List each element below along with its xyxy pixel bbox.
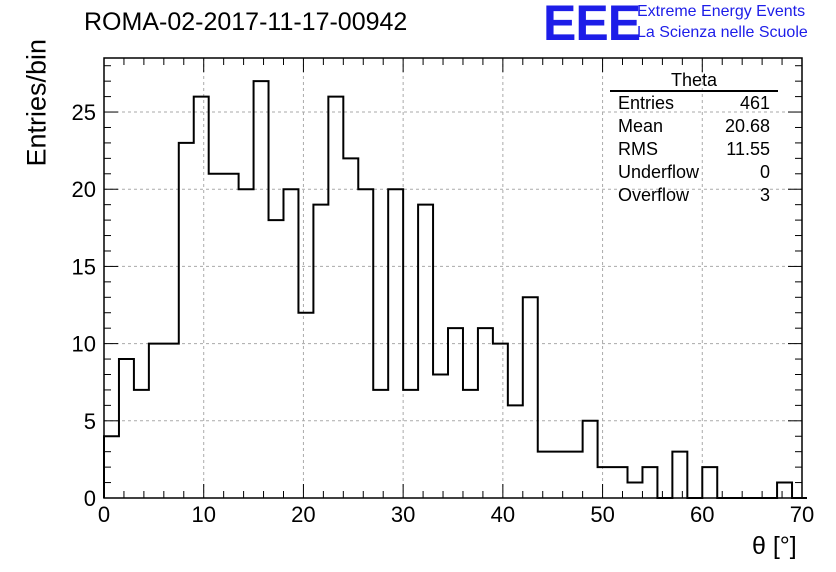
histogram-bin	[613, 467, 628, 498]
stats-label: Mean	[618, 116, 664, 136]
eee-logo: EEE	[543, 0, 641, 51]
histogram-bin	[642, 467, 657, 498]
y-tick-label: 0	[84, 486, 96, 511]
histogram-bin	[104, 436, 119, 498]
chart-title: ROMA-02-2017-11-17-00942	[84, 8, 408, 36]
histogram-bin	[313, 205, 328, 498]
stats-label: Underflow	[618, 162, 700, 182]
y-tick-label: 15	[72, 254, 96, 279]
histogram-bin	[283, 189, 298, 498]
histogram-bin	[523, 297, 538, 498]
histogram-bin	[328, 97, 343, 498]
histogram-bin	[179, 143, 194, 498]
stats-row-underflow: Underflow 0	[610, 161, 778, 184]
histogram-bin	[628, 483, 643, 498]
histogram-bin	[164, 344, 179, 498]
y-tick-label: 5	[84, 409, 96, 434]
stats-label: Entries	[618, 93, 675, 113]
histogram-bin	[358, 189, 373, 498]
stats-value: 0	[759, 162, 770, 182]
stats-divider	[610, 90, 778, 92]
stats-row-rms: RMS 11.55	[610, 138, 778, 161]
histogram-bin	[418, 205, 433, 498]
histogram-bin	[448, 328, 463, 498]
stats-label: Overflow	[618, 185, 690, 205]
histogram-bin	[553, 452, 568, 498]
x-tick-label: 0	[98, 502, 110, 527]
x-axis-label: θ [°]	[752, 532, 797, 560]
histogram-bin	[493, 344, 508, 498]
y-tick-label: 10	[72, 332, 96, 357]
histogram-bin	[134, 390, 149, 498]
x-tick-label: 20	[291, 502, 315, 527]
histogram-bin	[538, 452, 553, 498]
histogram-bin	[373, 390, 388, 498]
histogram-bin	[568, 452, 583, 498]
stats-title: Theta	[670, 70, 718, 90]
histogram-bin	[478, 328, 493, 498]
histogram-bin	[463, 390, 478, 498]
histogram-bin	[119, 359, 134, 498]
histogram-bin	[702, 467, 717, 498]
x-tick-label: 10	[191, 502, 215, 527]
y-tick-label: 20	[72, 177, 96, 202]
stats-row-entries: Entries 461	[610, 92, 778, 115]
histogram-bin	[298, 313, 313, 498]
org-name-line1: Extreme Energy Events	[637, 3, 806, 20]
x-tick-label: 50	[590, 502, 614, 527]
histogram-bin	[433, 374, 448, 498]
histogram-bin	[672, 452, 687, 498]
histogram-bin	[224, 174, 239, 498]
histogram-bin	[239, 189, 254, 498]
stats-value: 11.55	[726, 139, 770, 159]
histogram-bin	[209, 174, 224, 498]
histogram-bin	[598, 467, 613, 498]
histogram-bin	[388, 189, 403, 498]
stats-box: Theta Entries 461 Mean 20.68 RMS 11.55 U…	[610, 70, 778, 207]
histogram-bin	[269, 220, 284, 498]
x-tick-label: 40	[491, 502, 515, 527]
stats-value: 3	[759, 185, 770, 205]
y-tick-label: 25	[72, 100, 96, 125]
x-tick-label: 70	[790, 502, 814, 527]
org-name-line2: La Scienza nelle Scuole	[637, 24, 808, 41]
histogram-outline	[103, 80, 807, 499]
histogram-bin	[149, 344, 164, 498]
y-axis-label: Entries/bin	[21, 38, 52, 167]
stats-value: 20.68	[724, 116, 770, 136]
x-tick-label: 30	[391, 502, 415, 527]
histogram-bin	[508, 405, 523, 498]
stats-row-mean: Mean 20.68	[610, 115, 778, 138]
x-tick-label: 60	[690, 502, 714, 527]
histogram-bin	[194, 97, 209, 498]
histogram-bin	[583, 421, 598, 498]
histogram-bin	[343, 158, 358, 498]
histogram-bin	[254, 81, 269, 498]
stats-label: RMS	[618, 139, 658, 159]
stats-row-overflow: Overflow 3	[610, 184, 778, 207]
stats-value: 461	[739, 93, 770, 113]
histogram-bin	[777, 483, 792, 498]
plot-frame	[103, 57, 803, 499]
histogram-bin	[403, 390, 418, 498]
